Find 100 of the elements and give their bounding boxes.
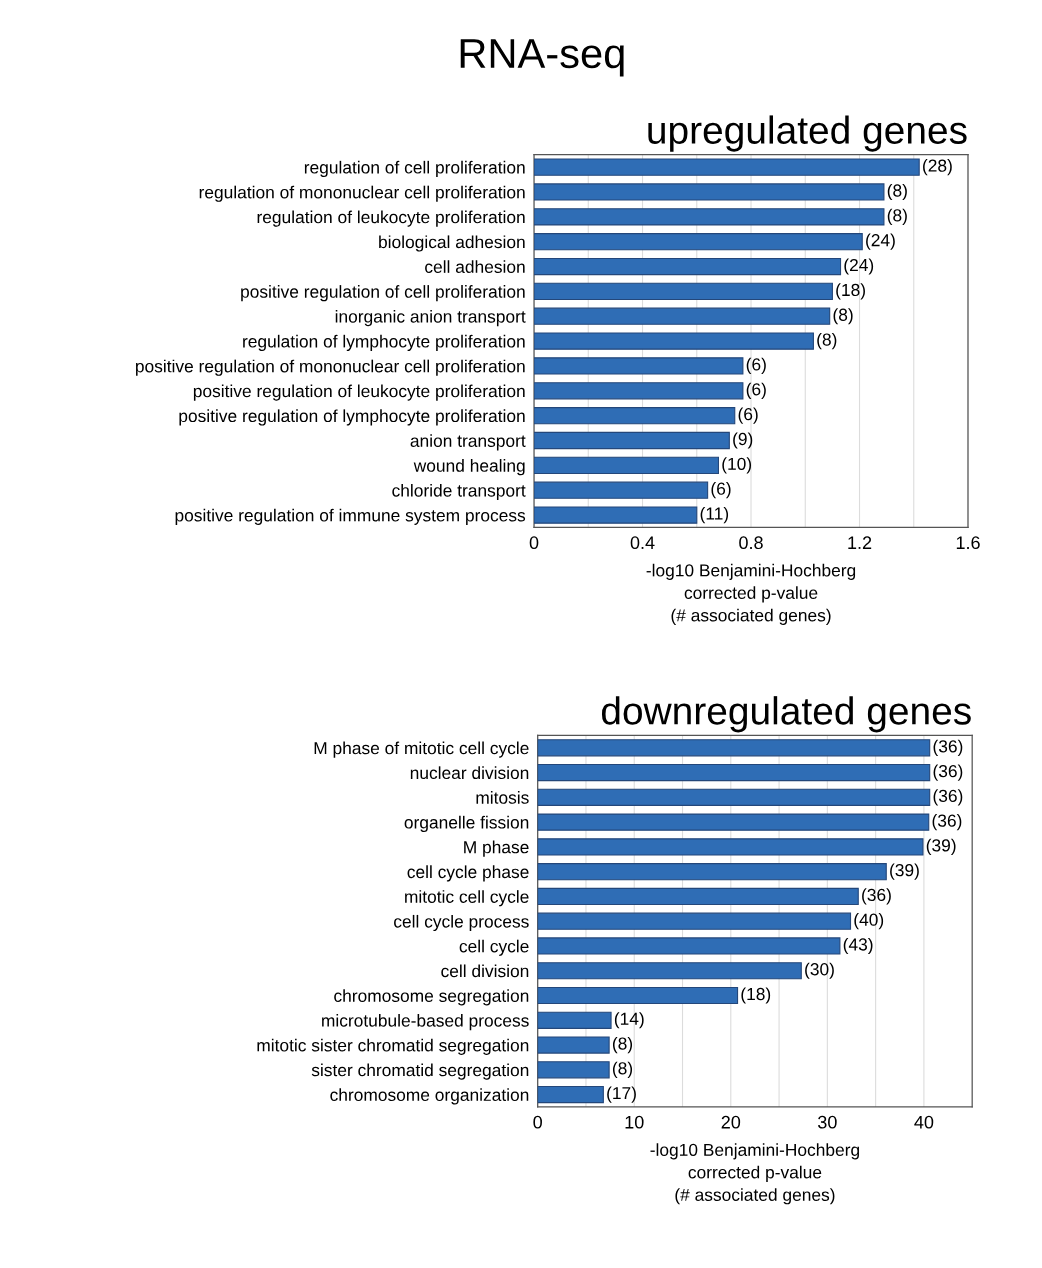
y-tick-label: regulation of lymphocyte proliferation	[243, 334, 525, 351]
annotation: (11)	[700, 506, 729, 524]
annotation: (6)	[738, 407, 758, 424]
annotation: (36)	[932, 814, 962, 831]
y-tick-label: M phase of mitotic cell cycle	[314, 741, 529, 758]
annotation: (6)	[746, 382, 766, 399]
annotation: (43)	[843, 937, 873, 955]
x-axis-title: -log10 Benjamini-Hochberg corrected p-value (# associated genes)	[646, 563, 856, 625]
y-tick-label: organelle fission	[404, 815, 529, 833]
y-tick-label: positive regulation of lymphocyte proliferation	[179, 409, 525, 426]
y-tick-label: positive regulation of leukocyte proliferation	[193, 384, 525, 401]
y-tick-label: chromosome organization	[330, 1088, 529, 1105]
x-tick-label: 1.6	[956, 536, 980, 550]
annotation: (28)	[923, 159, 952, 176]
bar	[534, 282, 833, 301]
bar	[534, 382, 744, 400]
annotation: (6)	[746, 357, 766, 375]
y-tick-label: mitotic sister chromatid segregation	[257, 1038, 529, 1055]
x-tick-label: 0.4	[630, 536, 655, 550]
annotation: (14)	[614, 1012, 644, 1029]
chart-title: upregulated genes	[648, 115, 967, 152]
y-tick-label: mitosis	[476, 791, 529, 804]
bar	[537, 887, 859, 906]
annotation: (30)	[805, 962, 834, 979]
bar	[537, 937, 841, 955]
bar	[537, 813, 930, 831]
annotation: (40)	[854, 913, 884, 930]
y-tick-label: wound healing	[413, 459, 525, 476]
annotation: (8)	[612, 1061, 633, 1078]
x-axis-title: -log10 Benjamini-Hochberg corrected p-value (# associated genes)	[650, 1143, 860, 1205]
bar	[537, 763, 931, 782]
annotation: (39)	[890, 863, 919, 880]
annotation: (36)	[933, 739, 963, 756]
x-tick-label: 10	[625, 1115, 644, 1129]
annotation: (9)	[733, 432, 753, 449]
y-tick-label: anion transport	[410, 434, 526, 451]
bar	[537, 986, 739, 1005]
y-tick-label: positive regulation of immune system process	[175, 508, 526, 525]
y-tick-label: regulation of leukocyte proliferation	[257, 210, 525, 227]
bar	[534, 158, 920, 176]
annotation: (24)	[866, 233, 895, 250]
y-tick-label: inorganic anion transport	[335, 309, 526, 327]
y-tick-label: biological adhesion	[379, 235, 525, 252]
y-tick-label: microtubule-based process	[322, 1013, 529, 1031]
annotation: (8)	[887, 183, 907, 201]
annotation: (36)	[933, 789, 963, 806]
annotation: (8)	[817, 333, 837, 350]
y-tick-label: cell cycle phase	[407, 865, 529, 882]
bar	[537, 1036, 610, 1054]
bar	[537, 838, 924, 856]
bar	[537, 912, 852, 930]
bar	[534, 506, 698, 524]
bar	[537, 739, 931, 757]
y-tick-label: chromosome segregation	[334, 989, 529, 1006]
bar	[534, 257, 842, 276]
annotation: (36)	[933, 764, 963, 781]
x-tick-label: 30	[818, 1115, 837, 1129]
annotation: (10)	[722, 457, 752, 474]
bar	[534, 208, 885, 226]
annotation: (36)	[862, 888, 891, 905]
bar	[534, 431, 730, 450]
bar	[534, 456, 720, 474]
annotation: (39)	[926, 838, 956, 855]
y-tick-label: cell cycle process	[394, 914, 529, 932]
x-tick-label: 0	[529, 536, 539, 550]
y-tick-label: positive regulation of cell proliferation	[241, 285, 525, 302]
annotation: (6)	[711, 482, 731, 499]
annotation: (17)	[607, 1086, 636, 1103]
y-tick-label: regulation of mononuclear cell proliferation	[199, 185, 525, 202]
bar	[534, 332, 814, 350]
bar	[537, 962, 802, 980]
annotation: (8)	[887, 208, 907, 225]
bar	[537, 1011, 612, 1029]
bar	[537, 863, 887, 881]
bar	[534, 481, 709, 499]
bar	[534, 183, 885, 201]
x-tick-label: 40	[914, 1115, 934, 1129]
x-tick-label: 20	[721, 1115, 741, 1129]
y-tick-label: chloride transport	[392, 483, 526, 501]
chart-title: downregulated genes	[601, 696, 971, 733]
bar	[537, 788, 931, 806]
x-tick-label: 0.8	[739, 536, 763, 550]
y-tick-label: cell adhesion	[425, 260, 525, 273]
bar	[534, 233, 863, 251]
bar	[534, 407, 736, 425]
x-tick-label: 1.2	[848, 536, 872, 549]
bar	[537, 1061, 610, 1079]
annotation: (8)	[612, 1036, 633, 1054]
annotation: (8)	[833, 308, 853, 325]
annotation: (18)	[836, 283, 865, 300]
y-tick-label: cell cycle	[459, 939, 529, 956]
y-tick-label: M phase	[464, 840, 529, 857]
annotation: (18)	[741, 987, 771, 1004]
text: RNA-seq	[460, 39, 624, 77]
bar	[534, 307, 831, 325]
y-tick-label: mitotic cell cycle	[405, 890, 529, 907]
bar	[537, 1085, 604, 1104]
bar	[534, 357, 744, 375]
x-tick-label: 0	[533, 1115, 542, 1129]
y-tick-label: regulation of cell proliferation	[304, 160, 525, 178]
